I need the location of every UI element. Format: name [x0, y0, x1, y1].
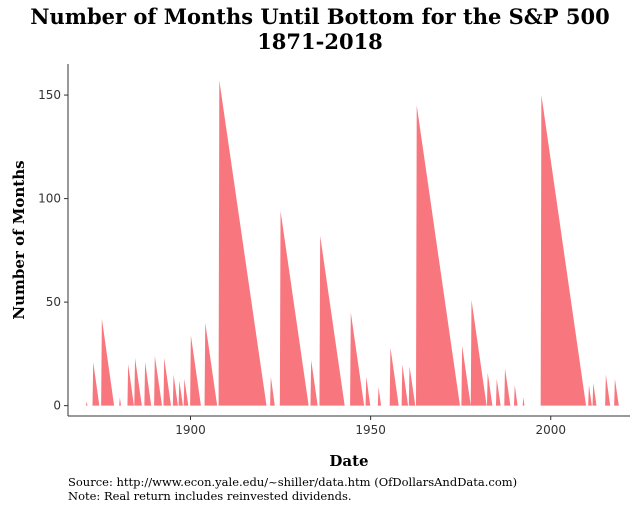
- y-tick-label: 0: [53, 399, 61, 413]
- x-tick-label: 2000: [535, 423, 566, 437]
- chart-subtitle: 1871-2018: [257, 29, 383, 54]
- y-axis-ticks: 0 50 100 150: [38, 88, 68, 413]
- footnote: Note: Real return includes reinvested di…: [68, 489, 352, 503]
- chart-title: Number of Months Until Bottom for the S&…: [30, 4, 610, 29]
- x-tick-label: 1900: [175, 423, 206, 437]
- plot-area: [86, 80, 619, 406]
- x-axis-ticks: 1900 1950 2000: [175, 416, 566, 437]
- area-series-0: [86, 80, 619, 406]
- y-tick-label: 50: [46, 295, 61, 309]
- source-note: Source: http://www.econ.yale.edu/~shille…: [68, 475, 518, 489]
- y-tick-label: 150: [38, 88, 61, 102]
- x-tick-label: 1950: [355, 423, 386, 437]
- y-tick-label: 100: [38, 192, 61, 206]
- y-axis-label: Number of Months: [10, 160, 28, 319]
- x-axis-label: Date: [329, 452, 368, 470]
